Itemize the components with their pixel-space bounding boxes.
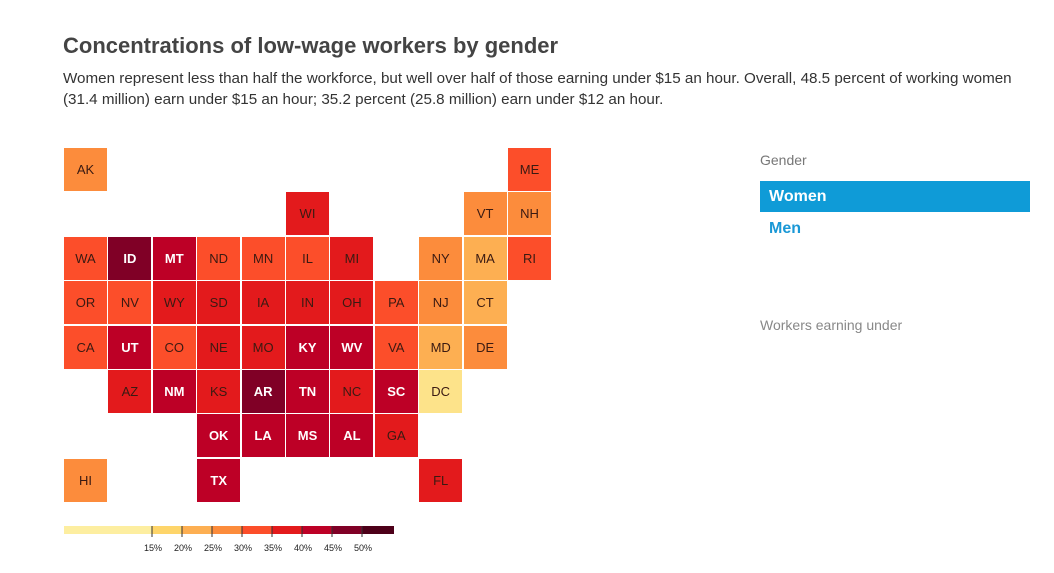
state-tile-nd[interactable]: ND	[197, 236, 241, 280]
state-tile-il[interactable]: IL	[286, 236, 329, 280]
legend-tick-label: 35%	[264, 543, 283, 553]
state-tile-sd[interactable]: SD	[197, 281, 241, 325]
state-tile-nj[interactable]: NJ	[419, 281, 463, 325]
legend-bin	[152, 526, 182, 534]
state-tile-az[interactable]: AZ	[108, 370, 152, 413]
color-legend	[64, 526, 394, 537]
state-tile-vt[interactable]: VT	[463, 192, 507, 236]
state-tile-ky[interactable]: KY	[286, 325, 329, 369]
state-tile-ut[interactable]: UT	[108, 325, 152, 369]
state-tile-ca[interactable]: CA	[64, 325, 107, 369]
state-tile-id[interactable]: ID	[108, 236, 152, 280]
state-tile-al[interactable]: AL	[330, 414, 374, 458]
legend-tick-label: 25%	[204, 543, 223, 553]
legend-tick-label: 30%	[234, 543, 253, 553]
state-tile-ri[interactable]: RI	[508, 236, 551, 280]
state-tile-wi[interactable]: WI	[286, 192, 329, 236]
state-tile-md[interactable]: MD	[419, 325, 463, 369]
state-tile-nh[interactable]: NH	[508, 192, 551, 236]
state-tile-ks[interactable]: KS	[197, 370, 241, 413]
men-button[interactable]: Men	[769, 220, 801, 237]
state-tile-me[interactable]: ME	[508, 148, 551, 191]
state-tile-fl[interactable]: FL	[419, 458, 463, 502]
state-tile-in[interactable]: IN	[286, 281, 329, 325]
legend-tick-label: 50%	[354, 543, 373, 553]
state-tile-pa[interactable]: PA	[374, 281, 418, 325]
women-button[interactable]: Women	[760, 181, 1030, 212]
state-tile-mo[interactable]: MO	[241, 325, 285, 369]
state-tile-mn[interactable]: MN	[241, 236, 285, 280]
state-tile-wv[interactable]: WV	[330, 325, 374, 369]
legend-bin	[362, 526, 394, 534]
state-tile-dc[interactable]: DC	[419, 370, 463, 413]
state-tile-ms[interactable]: MS	[286, 414, 329, 458]
threshold-heading: Workers earning under	[760, 317, 903, 333]
gender-heading: Gender	[760, 152, 807, 168]
legend-tick-label: 20%	[174, 543, 193, 553]
state-tile-co[interactable]: CO	[152, 325, 196, 369]
state-tile-ia[interactable]: IA	[241, 281, 285, 325]
state-tile-sc[interactable]: SC	[374, 370, 418, 413]
state-tile-nm[interactable]: NM	[152, 370, 196, 413]
state-tile-ak[interactable]: AK	[64, 148, 107, 191]
state-tile-map: AK ME WI VT NH WA ID MT ND MN IL MI NY MA RI OR NV WY SD IA…	[64, 148, 551, 502]
state-tile-ar[interactable]: AR	[241, 370, 285, 413]
legend-tick-label: 40%	[294, 543, 313, 553]
state-tile-ga[interactable]: GA	[374, 414, 418, 458]
state-tile-hi[interactable]: HI	[64, 458, 107, 502]
state-tile-tx[interactable]: TX	[197, 458, 241, 502]
state-tile-va[interactable]: VA	[374, 325, 418, 369]
state-tile-ne[interactable]: NE	[197, 325, 241, 369]
state-tile-wa[interactable]: WA	[64, 236, 107, 280]
legend-bin	[212, 526, 242, 534]
chart-subtitle: Women represent less than half the workf…	[63, 70, 1012, 108]
chart-title: Concentrations of low-wage workers by ge…	[63, 33, 559, 58]
legend-tick-label: 15%	[144, 543, 163, 553]
state-tile-ok[interactable]: OK	[197, 414, 241, 458]
legend-bin	[302, 526, 332, 534]
state-tile-nv[interactable]: NV	[108, 281, 152, 325]
state-tile-nc[interactable]: NC	[330, 370, 374, 413]
state-tile-ma[interactable]: MA	[463, 236, 507, 280]
state-tile-de[interactable]: DE	[463, 325, 507, 369]
state-tile-ct[interactable]: CT	[463, 281, 507, 325]
legend-bin	[64, 526, 152, 534]
legend-bin	[242, 526, 272, 534]
legend-tick-label: 45%	[324, 543, 343, 553]
state-tile-la[interactable]: LA	[241, 414, 285, 458]
legend-bin	[272, 526, 302, 534]
state-tile-mt[interactable]: MT	[152, 236, 196, 280]
state-tile-oh[interactable]: OH	[330, 281, 374, 325]
legend-bin	[332, 526, 362, 534]
state-tile-mi[interactable]: MI	[330, 236, 374, 280]
state-tile-ny[interactable]: NY	[419, 236, 463, 280]
legend-bin	[182, 526, 212, 534]
state-tile-or[interactable]: OR	[64, 281, 107, 325]
state-tile-tn[interactable]: TN	[286, 370, 329, 413]
state-tile-wy[interactable]: WY	[152, 281, 196, 325]
